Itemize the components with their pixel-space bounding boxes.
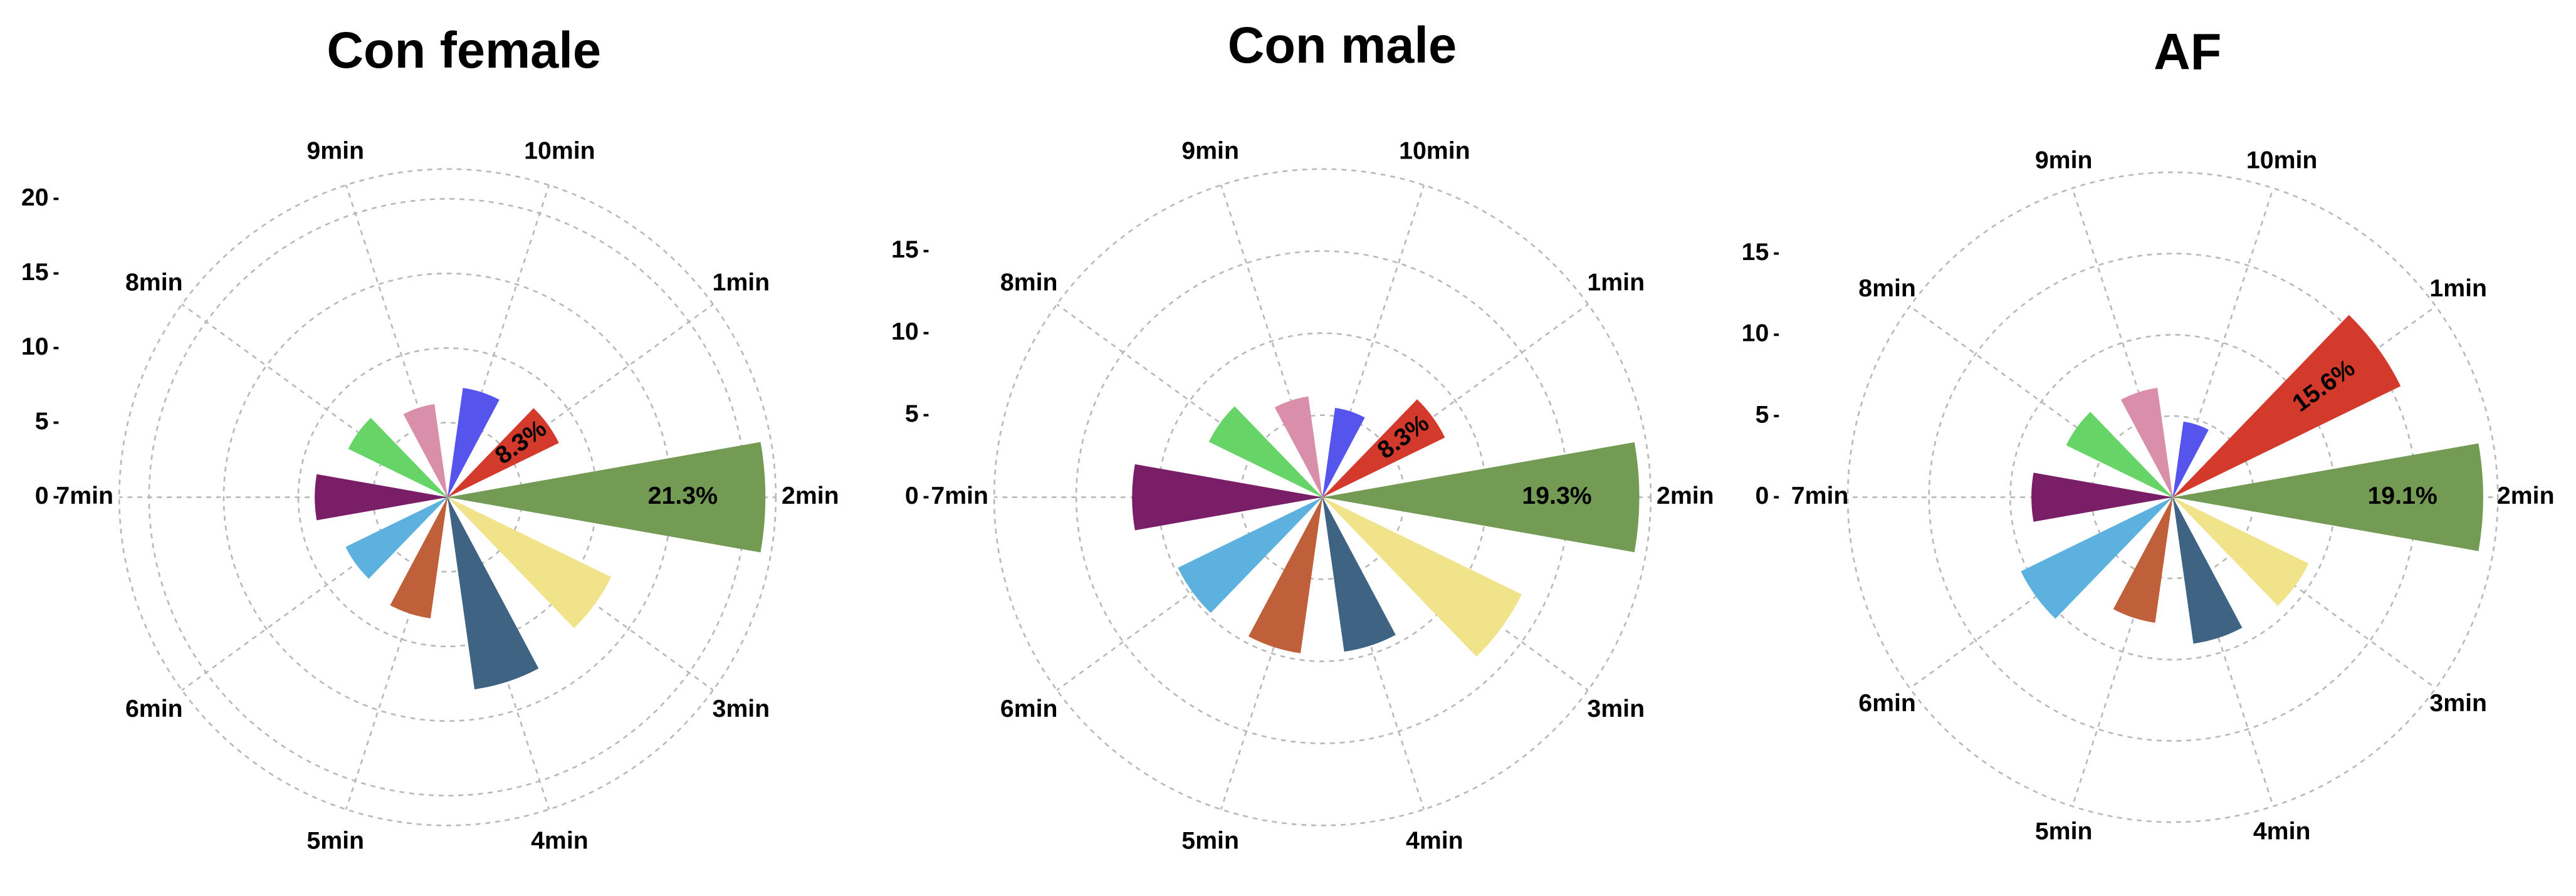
rose-bar <box>315 474 448 521</box>
rose-bar <box>448 442 766 553</box>
y-tick-label: 5 <box>905 400 919 427</box>
rose-bar <box>448 388 500 497</box>
rose-bar <box>2113 497 2173 623</box>
category-label: 4min <box>1406 826 1463 854</box>
rose-bar <box>1208 406 1322 497</box>
y-tick-label: 0 <box>1756 482 1769 509</box>
category-label: 10min <box>2246 146 2317 174</box>
category-label: 1min <box>1587 269 1645 296</box>
y-tick-label: 15 <box>891 236 919 263</box>
rose-bar <box>448 497 539 690</box>
chart-title: Con female <box>327 23 601 79</box>
category-label: 7min <box>56 482 113 509</box>
category-label: 9min <box>306 137 364 164</box>
y-tick-label: 0 <box>905 482 919 509</box>
category-label: 3min <box>2429 689 2487 717</box>
rose-bar <box>1322 407 1365 497</box>
rose-bar <box>2031 472 2173 522</box>
y-tick-label: 20 <box>21 184 49 211</box>
chart: Con female051015201min8.3%2min21.3%3min4… <box>21 23 839 855</box>
category-label: 1min <box>712 269 770 296</box>
category-label: 5min <box>2035 817 2093 845</box>
chart-title: Con male <box>1228 18 1457 74</box>
value-label: 21.3% <box>648 482 718 509</box>
y-tick-label: 10 <box>1742 320 1769 347</box>
category-label: 3min <box>1587 695 1645 722</box>
y-tick-label: 15 <box>21 258 49 286</box>
category-label: 8min <box>1000 269 1058 296</box>
rose-bar <box>448 408 559 497</box>
category-label: 7min <box>931 482 988 509</box>
rose-bar <box>2120 387 2173 497</box>
category-label: 6min <box>125 695 183 722</box>
category-label: 3min <box>712 695 770 722</box>
y-tick-label: 0 <box>35 482 49 509</box>
category-label: 2min <box>2497 482 2555 509</box>
rose-bar <box>1248 497 1322 654</box>
y-tick-label: 5 <box>1756 400 1769 428</box>
chart: Con male0510151min8.3%2min19.3%3min4min5… <box>891 18 1714 854</box>
value-label: 19.3% <box>1522 482 1591 509</box>
rose-bar <box>2172 315 2401 497</box>
category-label: 8min <box>1858 274 1916 302</box>
category-label: 8min <box>125 269 183 296</box>
y-tick-label: 10 <box>21 333 49 360</box>
value-label: 19.1% <box>2367 482 2437 509</box>
outer-ring <box>1846 171 2499 823</box>
y-tick-label: 10 <box>891 318 919 345</box>
chart-title: AF <box>2154 24 2221 81</box>
category-label: 1min <box>2429 274 2487 302</box>
rose-bar <box>1178 497 1322 613</box>
category-label: 9min <box>1181 137 1239 164</box>
rose-bar <box>2021 497 2173 619</box>
rose-bar <box>2172 497 2309 607</box>
rose-bar <box>390 497 448 618</box>
rose-bar <box>1132 464 1322 531</box>
category-label: 2min <box>1657 482 1714 509</box>
category-label: 10min <box>1399 137 1470 164</box>
category-label: 6min <box>1000 695 1058 722</box>
rose-bar <box>1322 497 1522 657</box>
chart: AF0510151min15.6%2min19.1%3min4min5min6m… <box>1742 24 2555 845</box>
rose-bar <box>348 417 448 497</box>
rose-bar <box>1274 396 1322 497</box>
category-label: 4min <box>531 826 589 854</box>
category-label: 5min <box>1181 826 1239 854</box>
rose-bar <box>1322 497 1396 652</box>
rose-bar <box>1322 399 1445 497</box>
category-label: 7min <box>1791 482 1849 509</box>
rose-bar <box>403 404 448 497</box>
rose-bar <box>345 497 448 579</box>
rose-bar <box>2172 443 2483 551</box>
category-label: 4min <box>2253 817 2311 845</box>
rose-bar <box>448 497 612 628</box>
category-label: 5min <box>306 826 364 854</box>
category-label: 9min <box>2035 146 2093 174</box>
rose-bar <box>2172 421 2209 497</box>
rose-bar <box>2066 412 2173 497</box>
rose-bar <box>2172 497 2243 644</box>
category-label: 6min <box>1858 689 1916 717</box>
category-label: 10min <box>524 137 595 164</box>
rose-bar <box>1322 442 1640 553</box>
y-tick-label: 15 <box>1742 238 1769 266</box>
category-label: 2min <box>782 482 839 509</box>
y-tick-label: 5 <box>35 407 49 435</box>
